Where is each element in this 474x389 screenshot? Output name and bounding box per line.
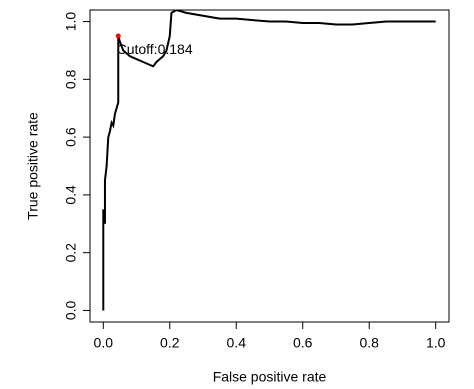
annotation: Cutoff:0.184 — [117, 41, 193, 57]
y-tick-label: 0.2 — [63, 243, 79, 263]
roc-curve — [102, 10, 436, 311]
x-tick-label: 0.0 — [94, 335, 114, 351]
x-tick-label: 0.4 — [227, 335, 247, 351]
x-tick-label: 0.6 — [293, 335, 313, 351]
x-axis-title: False positive rate — [213, 369, 327, 385]
x-tick-label: 0.2 — [160, 335, 180, 351]
y-tick-label: 1.0 — [63, 12, 79, 32]
y-tick-label: 0.4 — [63, 185, 79, 205]
x-tick-label: 1.0 — [426, 335, 446, 351]
y-axis-title: True positive rate — [25, 112, 41, 220]
cutoff-point — [115, 33, 121, 39]
y-tick-label: 0.8 — [63, 69, 79, 89]
x-tick-label: 0.8 — [359, 335, 379, 351]
plot-area — [102, 10, 436, 311]
y-tick-label: 0.0 — [63, 301, 79, 321]
y-tick-label: 0.6 — [63, 127, 79, 147]
